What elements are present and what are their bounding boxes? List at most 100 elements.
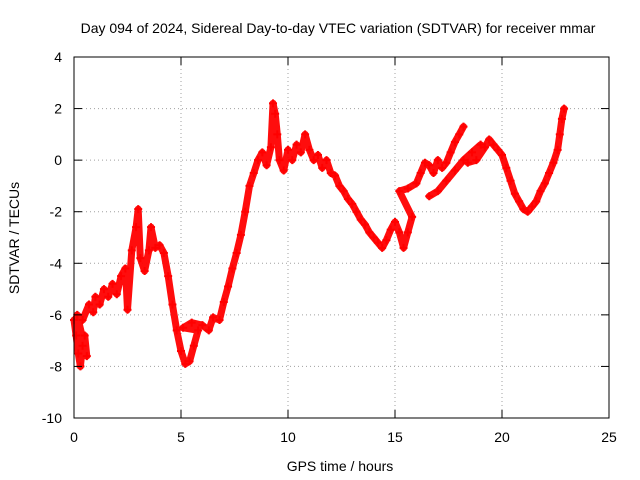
- data-point: [155, 241, 164, 250]
- data-point: [104, 292, 113, 301]
- x-tick-label: 25: [601, 429, 617, 445]
- data-point: [78, 316, 87, 325]
- data-point: [408, 212, 417, 221]
- data-point: [288, 156, 297, 165]
- data-point: [179, 323, 188, 332]
- data-point: [273, 130, 282, 139]
- data-point: [209, 313, 218, 322]
- data-point: [82, 352, 91, 361]
- data-point: [84, 300, 93, 309]
- y-tick-label: -2: [50, 204, 63, 220]
- data-point: [164, 272, 173, 281]
- data-point: [269, 99, 278, 108]
- data-point: [284, 145, 292, 154]
- data-point: [172, 326, 181, 335]
- data-point: [74, 349, 83, 358]
- data-point: [553, 145, 562, 154]
- y-tick-label: 0: [54, 152, 62, 168]
- data-point: [95, 300, 104, 309]
- data-point: [215, 316, 224, 325]
- data-point: [549, 158, 558, 167]
- data-point: [378, 243, 387, 252]
- data-point: [412, 179, 421, 188]
- data-point: [181, 359, 190, 368]
- data-point: [72, 331, 81, 340]
- data-point: [117, 272, 126, 281]
- x-tick-label: 20: [494, 429, 510, 445]
- x-tick-label: 15: [387, 429, 403, 445]
- y-tick-label: 2: [54, 101, 62, 117]
- data-point: [536, 187, 545, 196]
- data-point: [545, 169, 554, 178]
- data-point: [510, 189, 519, 198]
- data-point: [279, 166, 288, 175]
- data-point: [236, 230, 245, 239]
- data-point: [416, 169, 425, 178]
- data-point: [365, 228, 374, 237]
- y-axis-label: SDTVAR / TECUs: [6, 182, 22, 294]
- data-point: [318, 163, 327, 172]
- data-point: [433, 156, 442, 165]
- data-point: [382, 236, 391, 245]
- data-point: [468, 148, 477, 157]
- data-point: [185, 357, 194, 366]
- data-point: [140, 267, 149, 276]
- data-point: [292, 140, 301, 149]
- data-point: [262, 161, 271, 170]
- y-tick-label: -6: [50, 307, 63, 323]
- data-point: [433, 187, 442, 196]
- data-point: [560, 104, 569, 113]
- data-point: [459, 122, 468, 131]
- data-point: [459, 156, 468, 165]
- data-point: [420, 158, 429, 167]
- data-point: [361, 220, 370, 229]
- data-point: [399, 243, 408, 252]
- data-point: [151, 243, 160, 252]
- data-point: [198, 321, 207, 330]
- data-point: [91, 292, 100, 301]
- data-point: [168, 300, 177, 309]
- data-point: [258, 148, 267, 157]
- data-point: [450, 166, 459, 175]
- data-point: [121, 264, 130, 273]
- data-point: [89, 308, 98, 317]
- data-point: [136, 254, 145, 263]
- data-point: [249, 169, 258, 178]
- data-point: [296, 148, 305, 157]
- chart-title: Day 094 of 2024, Sidereal Day-to-day VTE…: [81, 20, 596, 36]
- data-point: [224, 282, 233, 291]
- data-point: [515, 197, 524, 206]
- data-point: [232, 248, 241, 257]
- data-point: [455, 130, 464, 139]
- data-point: [391, 218, 399, 227]
- data-point: [99, 285, 108, 294]
- data-point: [271, 109, 280, 118]
- data-point: [557, 114, 566, 123]
- data-point: [369, 233, 378, 242]
- data-point: [498, 150, 506, 159]
- data-point: [339, 187, 348, 196]
- axis-ticks: 0 5 10 15 20 25 -10 -8 -6 -4 -2 0 2 4: [42, 49, 617, 445]
- x-tick-label: 10: [280, 429, 296, 445]
- data-point: [480, 143, 489, 152]
- series-sdtvar: [70, 99, 569, 371]
- data-point: [187, 318, 196, 327]
- data-point: [519, 205, 528, 214]
- data-point: [313, 150, 322, 159]
- y-tick-label: -10: [42, 410, 62, 426]
- data-point: [532, 197, 541, 206]
- x-tick-label: 0: [70, 429, 78, 445]
- data-point: [403, 228, 412, 237]
- data-point: [438, 163, 447, 172]
- data-point: [335, 181, 344, 190]
- data-point: [245, 181, 254, 190]
- data-point: [326, 169, 335, 178]
- data-point: [356, 215, 365, 224]
- y-tick-label: 4: [54, 49, 62, 65]
- data-point: [352, 207, 361, 216]
- data-point: [108, 279, 117, 288]
- data-point: [442, 176, 451, 185]
- plot-frame: [73, 56, 610, 419]
- data-point: [301, 130, 310, 139]
